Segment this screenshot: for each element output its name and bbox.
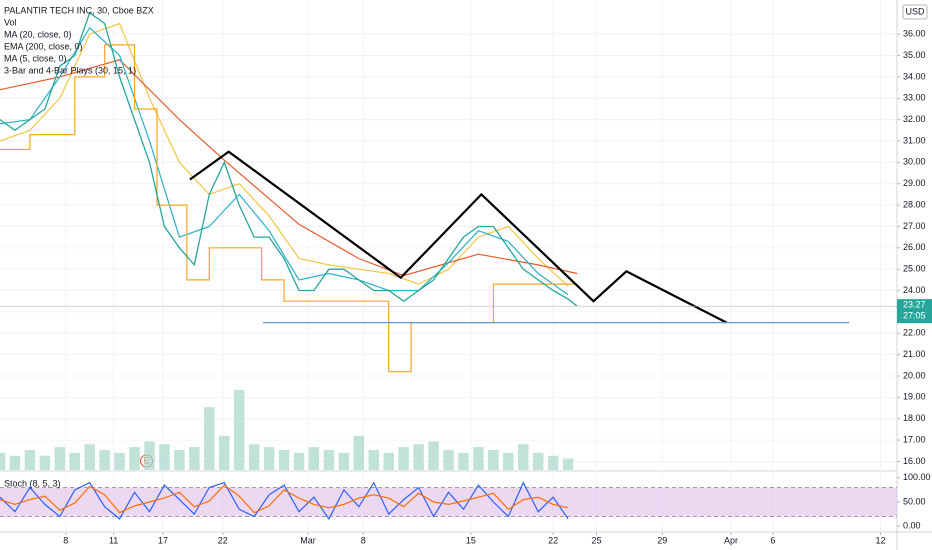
x-tick-label: 12 xyxy=(876,535,886,545)
volume-bar xyxy=(189,447,200,470)
symbol-title: PALANTIR TECH INC, 30, Cboe BZX xyxy=(4,5,154,15)
volume-bar xyxy=(54,447,66,470)
volume-bar xyxy=(398,447,409,470)
volume-bar xyxy=(458,452,469,470)
y-tick-label: 36.00 xyxy=(903,29,926,39)
y-tick-label: 31.00 xyxy=(903,135,926,145)
y-tick-label: 34.00 xyxy=(903,71,926,81)
price-line xyxy=(0,11,578,307)
y-tick-label: 17.00 xyxy=(903,434,926,444)
volume-bar xyxy=(428,441,439,470)
series-line xyxy=(0,44,578,373)
y-tick-label: 0.00 xyxy=(903,521,921,531)
volume-bar xyxy=(383,452,394,470)
y-tick-label: 29.00 xyxy=(903,178,926,188)
y-tick-label: 21.00 xyxy=(903,349,926,359)
y-tick-label: 18.00 xyxy=(903,413,926,423)
y-tick-label: 19.00 xyxy=(903,392,926,402)
x-tick-label: 15 xyxy=(466,535,476,545)
volume-bar xyxy=(338,452,350,470)
volume-bar xyxy=(323,450,335,470)
x-tick-label: 6 xyxy=(770,535,775,545)
x-tick-label: 8 xyxy=(63,535,68,545)
volume-bar xyxy=(69,452,80,470)
plot-layer: E xyxy=(0,0,897,532)
x-tick-label: 29 xyxy=(657,535,667,545)
series-line xyxy=(0,481,569,521)
legend-entry: MA (20, close, 0) xyxy=(4,29,72,39)
volume-bar xyxy=(24,450,36,470)
volume-bar xyxy=(473,447,484,470)
y-tick-label: 16.00 xyxy=(903,456,926,466)
x-tick-label: 8 xyxy=(361,535,366,545)
last-price-box xyxy=(897,299,932,324)
x-tick-label: 22 xyxy=(548,535,558,545)
y-tick-label: 20.00 xyxy=(903,370,926,380)
volume-bar xyxy=(488,450,499,470)
y-tick-label: 22.00 xyxy=(903,328,926,338)
volume-bar xyxy=(308,447,320,470)
volume-bar xyxy=(99,450,110,470)
volume-bar xyxy=(159,444,170,470)
volume-bar xyxy=(144,441,155,470)
y-tick-label: 28.00 xyxy=(903,199,926,209)
volume-bar xyxy=(114,452,125,470)
legend-entry: MA (5, close, 0) xyxy=(4,53,67,63)
currency-box[interactable] xyxy=(902,4,928,20)
y-tick-label: 27.00 xyxy=(903,221,926,231)
x-tick-label: Mar xyxy=(300,535,316,545)
y-tick-label: 33.00 xyxy=(903,93,926,103)
drawing-line xyxy=(189,150,728,324)
y-tick-label: 24.00 xyxy=(903,285,926,295)
volume-bar xyxy=(293,452,305,470)
y-tick-label: 50.00 xyxy=(903,496,926,506)
volume-bar xyxy=(503,452,514,470)
x-tick-label: Apr xyxy=(724,535,738,545)
series-line xyxy=(0,59,578,277)
volume-bar xyxy=(532,452,544,470)
y-tick-label: 30.00 xyxy=(903,157,926,167)
volume-bar xyxy=(368,450,379,470)
x-tick-label: 17 xyxy=(158,535,168,545)
series-line xyxy=(0,484,569,514)
volume-bar xyxy=(562,458,574,470)
x-tick-label: 22 xyxy=(218,535,228,545)
y-tick-label: 32.00 xyxy=(903,114,926,124)
volume-bar xyxy=(547,455,559,470)
volume-bar xyxy=(518,444,529,470)
volume-bar xyxy=(84,444,95,470)
volume-bar xyxy=(129,447,140,470)
y-tick-label: 100.00 xyxy=(903,472,931,482)
volume-bar xyxy=(248,444,260,470)
volume-bar xyxy=(174,450,185,470)
y-tick-label: 25.00 xyxy=(903,264,926,274)
stoch-legend: Stoch (8, 5, 3) xyxy=(4,478,61,488)
legend-entry: EMA (200, close, 0) xyxy=(4,41,83,51)
x-tick-label: 11 xyxy=(109,535,118,545)
volume-bar xyxy=(413,444,424,470)
y-tick-label: 35.00 xyxy=(903,50,926,60)
volume-bar xyxy=(9,455,21,470)
volume-bar xyxy=(263,447,275,470)
volume-legend: Vol xyxy=(4,17,17,27)
last-price-label: 23.27 xyxy=(903,300,926,310)
volume-bar xyxy=(0,452,6,470)
volume-bar xyxy=(219,435,230,470)
legend-entry: 3-Bar and 4-Bar Plays (30, 15, 1) xyxy=(4,65,136,75)
series-line xyxy=(0,26,569,296)
x-tick-label: 25 xyxy=(591,535,601,545)
volume-bar xyxy=(204,407,215,470)
y-tick-label: 26.00 xyxy=(903,242,926,252)
countdown-label: 27:05 xyxy=(903,311,926,321)
volume-bar xyxy=(233,390,245,470)
volume-bar xyxy=(443,450,454,470)
volume-bar xyxy=(353,435,365,470)
currency: USD xyxy=(905,6,925,16)
volume-bar xyxy=(39,455,51,470)
volume-bar xyxy=(278,450,290,470)
